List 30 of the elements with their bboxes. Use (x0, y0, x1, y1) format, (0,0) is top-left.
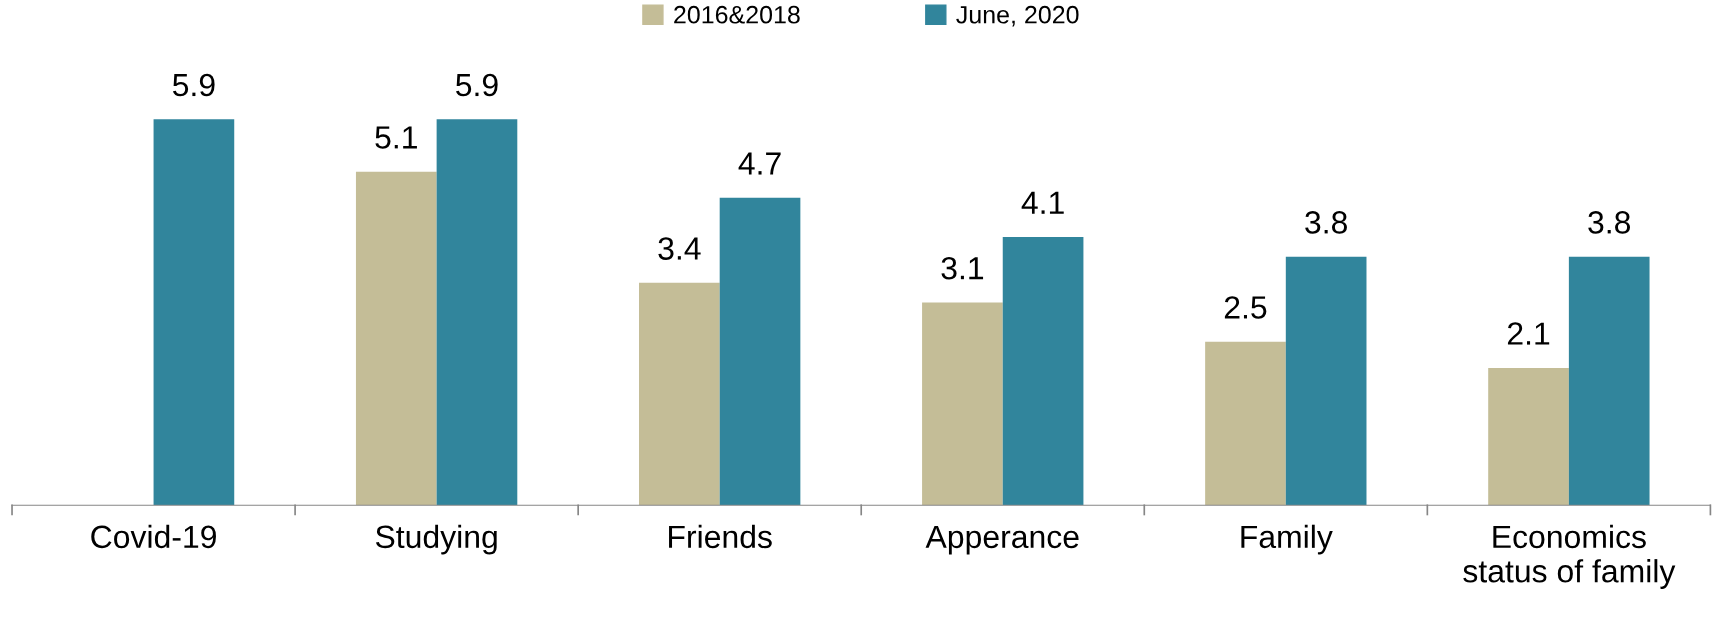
data-label: 3.1 (941, 256, 984, 280)
bar (355, 171, 437, 506)
data-label: 3.8 (1588, 211, 1631, 234)
data-label: 3.4 (658, 237, 701, 260)
legend-label: 2016&2018 (674, 5, 800, 24)
data-label: 2.1 (1507, 322, 1550, 345)
bar (639, 282, 720, 506)
data-label: 2.5 (1224, 296, 1267, 319)
bar (1002, 237, 1084, 506)
x-tick-label: Family (1241, 524, 1333, 555)
data-label: 5.9 (172, 73, 215, 97)
x-tick-label: Friends (669, 524, 772, 549)
x-tick-label: Covid-19 (91, 524, 216, 549)
data-label: 3.8 (1305, 211, 1347, 234)
data-label: 5.1 (375, 126, 417, 149)
bar (1285, 256, 1367, 506)
data-label: 4.1 (1021, 191, 1064, 214)
data-label: 4.7 (738, 152, 781, 175)
bar (719, 197, 801, 506)
x-tick-label: Studying (375, 524, 497, 555)
legend-label: June, 2020 (956, 5, 1079, 27)
bar (153, 119, 235, 506)
x-tick-label: Apperance (925, 525, 1079, 555)
data-label: 5.9 (456, 73, 498, 97)
bar (1205, 341, 1286, 506)
bar (922, 302, 1003, 506)
bar (1568, 256, 1650, 506)
bar (1488, 367, 1569, 506)
x-tick-label: Economics status of family (1463, 524, 1676, 589)
bar (436, 119, 518, 506)
